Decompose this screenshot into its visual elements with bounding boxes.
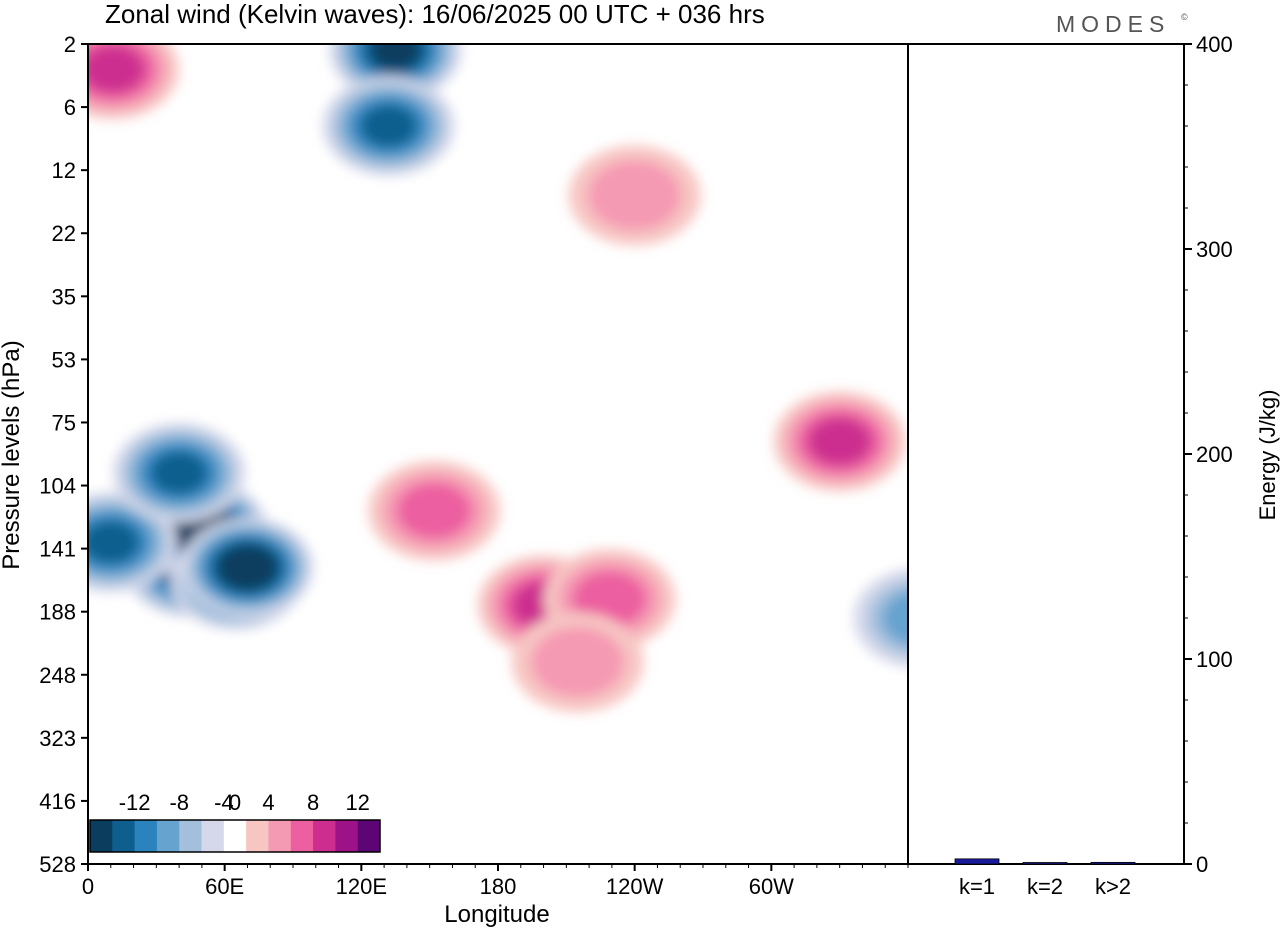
colorbar-swatch bbox=[201, 820, 225, 852]
y-tick-label: 75 bbox=[52, 410, 76, 435]
colorbar-tick-label: 4 bbox=[262, 790, 274, 815]
heatmap-blob-11-band-2 bbox=[572, 571, 647, 628]
colorbar-tick-label: -12 bbox=[119, 790, 151, 815]
x-axis: 0 60E 120E 180 120W 60W bbox=[82, 864, 909, 899]
y-tick-label: 141 bbox=[39, 537, 76, 562]
y-axis-label: Pressure levels (hPa) bbox=[0, 340, 25, 569]
energy-category-label: k=2 bbox=[1027, 874, 1063, 899]
y-tick-label: 22 bbox=[52, 221, 76, 246]
colorbar-tick-label: 8 bbox=[307, 790, 319, 815]
energy-category-label: k=1 bbox=[959, 874, 995, 899]
y-tick-label: 323 bbox=[39, 726, 76, 751]
y-axis: 2 6 12 22 35 53 75 104 141 188 248 323 416 528 bbox=[39, 32, 88, 877]
modes-logo-mark: © bbox=[1181, 12, 1188, 22]
colorbar-swatch bbox=[223, 820, 247, 852]
energy-panel-frame bbox=[907, 43, 1185, 865]
x-tick-label: 120W bbox=[606, 874, 664, 899]
heatmap-blob-8-band-2 bbox=[882, 591, 908, 645]
colorbar-swatch bbox=[112, 820, 136, 852]
colorbar-tick-label: 0 bbox=[229, 790, 241, 815]
heatmap-blob-6-band-5 bbox=[370, 44, 421, 69]
energy-tick-label: 200 bbox=[1196, 442, 1233, 467]
heatmap-blob-4-band-6 bbox=[224, 550, 270, 585]
energy-tick-label: 400 bbox=[1196, 32, 1233, 57]
energy-tick-label: 100 bbox=[1196, 647, 1233, 672]
y-tick-label: 6 bbox=[64, 95, 76, 120]
energy-category-label: k>2 bbox=[1095, 874, 1131, 899]
energy-bar-k=2 bbox=[1022, 862, 1068, 865]
y-tick-label: 2 bbox=[64, 32, 76, 57]
energy-axis-label: Energy (J/kg) bbox=[1255, 390, 1280, 521]
colorbar-swatch bbox=[357, 820, 381, 852]
modes-logo-text: MODES bbox=[1056, 11, 1170, 37]
x-axis-label: Longitude bbox=[444, 901, 549, 928]
chart-title: Zonal wind (Kelvin waves): 16/06/2025 00… bbox=[105, 0, 765, 29]
heatmap-blob-12-band-1 bbox=[531, 626, 625, 698]
heatmap-blob-7-band-4 bbox=[361, 105, 416, 147]
x-tick-label: 180 bbox=[480, 874, 517, 899]
y-tick-label: 104 bbox=[39, 474, 76, 499]
y-tick-label: 248 bbox=[39, 663, 76, 688]
heatmap-blob-5-band-4 bbox=[151, 452, 207, 494]
x-tick-label: 0 bbox=[82, 874, 94, 899]
energy-y-axis: 0 100 200 300 400 bbox=[1184, 32, 1233, 877]
heatmap-blob-13-band-2 bbox=[397, 482, 472, 539]
colorbar-swatch bbox=[268, 820, 292, 852]
x-tick-label: 60W bbox=[749, 874, 794, 899]
modes-logo: MODES © bbox=[1056, 11, 1188, 37]
energy-bar-k>2 bbox=[1090, 861, 1136, 865]
y-tick-label: 53 bbox=[52, 347, 76, 372]
y-tick-label: 188 bbox=[39, 600, 76, 625]
colorbar-tick-label: 12 bbox=[345, 790, 369, 815]
energy-bars: k=1 k=2 k>2 bbox=[954, 858, 1136, 899]
colorbar-tick-label: -4 bbox=[214, 790, 234, 815]
colorbar-swatch bbox=[335, 820, 359, 852]
y-tick-label: 12 bbox=[52, 158, 76, 183]
x-tick-label: 120E bbox=[336, 874, 387, 899]
colorbar-swatch bbox=[90, 820, 113, 852]
heatmap-blob-2-band-4 bbox=[88, 521, 139, 564]
heatmap-blob-9-band-3 bbox=[88, 45, 145, 93]
colorbar-swatch bbox=[246, 820, 269, 852]
colorbar-swatch bbox=[290, 820, 314, 852]
y-tick-label: 35 bbox=[52, 284, 76, 309]
colorbar-tick-label: -8 bbox=[169, 790, 189, 815]
energy-tick-label: 0 bbox=[1196, 852, 1208, 877]
colorbar-swatch bbox=[156, 820, 180, 852]
colorbar-swatch bbox=[313, 820, 336, 852]
colorbar-frame bbox=[89, 819, 381, 853]
colorbar-swatch bbox=[134, 820, 158, 852]
colorbar: -12 -8 -40 4 8 12 bbox=[89, 790, 381, 853]
heatmap-blob-14-band-3 bbox=[808, 417, 871, 465]
energy-bar-k=1 bbox=[954, 858, 1000, 865]
heatmap-field bbox=[88, 44, 908, 713]
y-tick-label: 528 bbox=[39, 852, 76, 877]
heatmap-blob-15-band-1 bbox=[587, 160, 682, 231]
y-tick-label: 416 bbox=[39, 789, 76, 814]
x-tick-label: 60E bbox=[205, 874, 244, 899]
energy-tick-label: 300 bbox=[1196, 237, 1233, 262]
colorbar-swatch bbox=[179, 820, 203, 852]
